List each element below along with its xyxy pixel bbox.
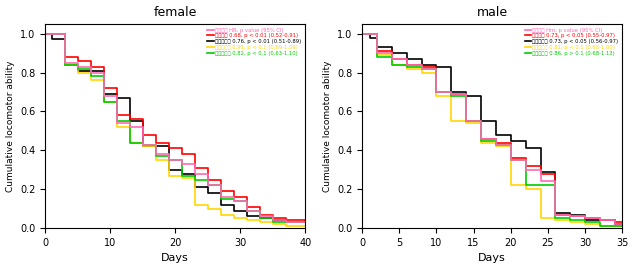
Y-axis label: Cumulative locomotor ability: Cumulative locomotor ability xyxy=(6,60,15,192)
X-axis label: Days: Days xyxy=(478,253,506,263)
X-axis label: Days: Days xyxy=(162,253,189,263)
Title: male: male xyxy=(477,6,508,19)
Y-axis label: Cumulative locomotor ability: Cumulative locomotor ability xyxy=(323,60,332,192)
Legend: 일반배지 Hm, p value (95% CI), 홍잠배지 0.73, p < 0.05 (0.55-0.97), 백옥잠배지 0.73, p < 0.05: 일반배지 Hm, p value (95% CI), 홍잠배지 0.73, p … xyxy=(524,27,619,57)
Legend: 일반배지 HR, p value (95% CI), 홍잠배지 0.68, p < 0.01 (0.52-0.91), 백옥잠배지 0.76, p < 0.01: 일반배지 HR, p value (95% CI), 홍잠배지 0.68, p … xyxy=(207,27,302,57)
Title: female: female xyxy=(153,6,197,19)
